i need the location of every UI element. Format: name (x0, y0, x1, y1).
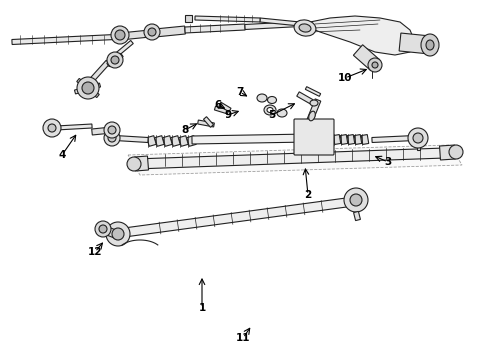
Bar (340, 135, 348, 144)
Ellipse shape (309, 111, 315, 121)
Bar (134, 156, 148, 171)
Text: 11: 11 (236, 333, 250, 343)
Bar (197, 120, 214, 127)
Ellipse shape (264, 105, 276, 115)
Bar (155, 136, 164, 146)
Ellipse shape (299, 24, 311, 32)
Bar (92, 127, 112, 135)
Bar (187, 136, 196, 146)
Bar (203, 117, 214, 127)
Bar (115, 30, 155, 40)
Circle shape (104, 122, 120, 138)
Circle shape (344, 188, 368, 212)
Circle shape (127, 157, 141, 171)
Bar (440, 145, 456, 160)
Bar (305, 87, 320, 96)
Text: 12: 12 (88, 247, 102, 257)
Bar (307, 99, 321, 121)
Bar (245, 22, 300, 30)
Text: 4: 4 (58, 150, 66, 160)
Bar (103, 226, 122, 240)
Circle shape (108, 126, 116, 134)
Circle shape (104, 130, 120, 146)
Text: 7: 7 (236, 87, 244, 97)
Circle shape (77, 77, 99, 99)
Ellipse shape (421, 34, 439, 56)
Bar (416, 145, 419, 150)
Bar (219, 102, 231, 112)
Bar (354, 211, 361, 221)
Bar (107, 53, 123, 67)
Bar (171, 136, 180, 146)
Circle shape (48, 124, 56, 132)
Bar (155, 26, 185, 37)
FancyBboxPatch shape (294, 119, 334, 155)
Bar (333, 135, 341, 144)
Bar (353, 45, 380, 70)
Circle shape (413, 133, 423, 143)
Circle shape (95, 221, 111, 237)
Text: 8: 8 (181, 125, 189, 135)
Ellipse shape (294, 20, 316, 36)
Circle shape (449, 145, 463, 159)
Circle shape (148, 28, 156, 36)
Text: 9: 9 (224, 110, 232, 120)
Circle shape (115, 30, 125, 40)
Bar (195, 16, 260, 22)
Ellipse shape (310, 100, 318, 106)
Ellipse shape (426, 40, 434, 50)
Bar (107, 40, 133, 63)
Bar (215, 106, 229, 114)
Bar (372, 135, 415, 143)
Bar (192, 134, 310, 144)
Bar (297, 92, 313, 104)
Ellipse shape (372, 62, 378, 68)
Circle shape (111, 26, 129, 44)
Bar (354, 135, 362, 144)
Bar (56, 124, 92, 130)
Circle shape (107, 52, 123, 68)
Bar (361, 135, 369, 144)
Circle shape (106, 222, 130, 246)
Bar (147, 136, 156, 146)
Bar (88, 60, 110, 84)
Polygon shape (300, 16, 415, 55)
Bar (399, 33, 431, 54)
Bar (77, 78, 99, 98)
Bar (185, 24, 245, 33)
Circle shape (82, 82, 94, 94)
Text: 1: 1 (198, 303, 206, 313)
Ellipse shape (257, 94, 267, 102)
Bar (135, 148, 445, 169)
Polygon shape (128, 145, 462, 175)
Bar (115, 135, 148, 143)
Text: 6: 6 (215, 100, 221, 110)
Circle shape (99, 225, 107, 233)
Ellipse shape (268, 96, 276, 104)
Circle shape (111, 56, 119, 64)
Bar (185, 14, 192, 22)
Ellipse shape (277, 109, 287, 117)
Bar (163, 136, 172, 146)
Bar (179, 136, 188, 146)
Text: 10: 10 (338, 73, 352, 83)
Bar (12, 35, 115, 45)
Text: 2: 2 (304, 190, 312, 200)
Ellipse shape (267, 108, 273, 112)
Text: 3: 3 (384, 157, 392, 167)
Circle shape (408, 128, 428, 148)
Bar (74, 83, 100, 94)
Bar (260, 18, 300, 26)
Text: 5: 5 (269, 110, 275, 120)
Circle shape (43, 119, 61, 137)
Circle shape (144, 24, 160, 40)
Bar (347, 135, 355, 144)
Circle shape (112, 228, 124, 240)
Circle shape (350, 194, 362, 206)
Bar (127, 198, 351, 237)
Ellipse shape (368, 58, 382, 72)
Circle shape (108, 134, 116, 142)
